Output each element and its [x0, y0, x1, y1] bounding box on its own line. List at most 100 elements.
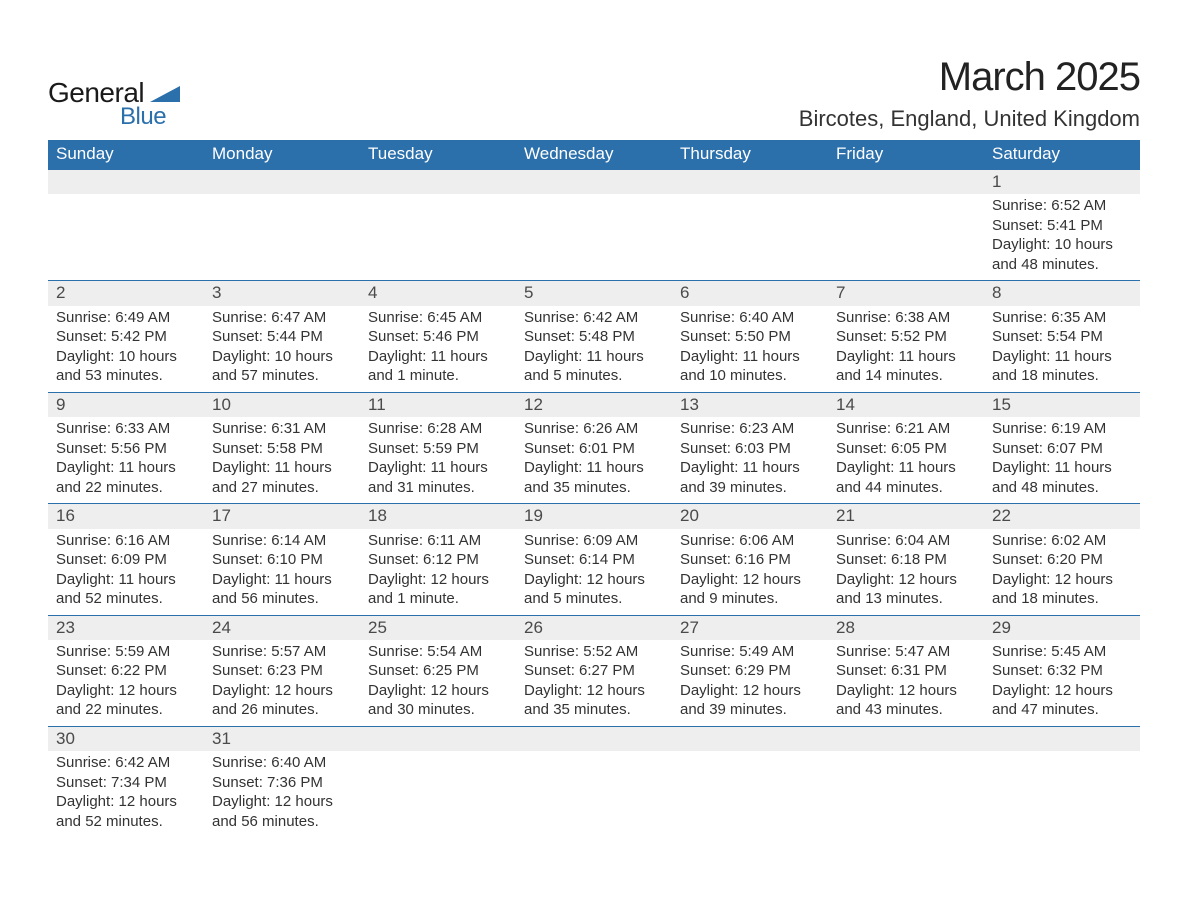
- detail-sunrise: Sunrise: 6:11 AM: [368, 531, 508, 551]
- detail-sunrise: Sunrise: 6:45 AM: [368, 308, 508, 328]
- day-number: [516, 170, 672, 194]
- detail-sunrise: Sunrise: 6:14 AM: [212, 531, 352, 551]
- detail-daylight1: Daylight: 10 hours: [992, 235, 1132, 255]
- day-number-cell: 30: [48, 726, 204, 751]
- day-number: 6: [672, 281, 828, 305]
- day-number: [360, 727, 516, 751]
- day-number: 21: [828, 504, 984, 528]
- detail-daylight1: Daylight: 11 hours: [368, 347, 508, 367]
- detail-daylight2: and 53 minutes.: [56, 366, 196, 386]
- detail-sunrise: Sunrise: 6:31 AM: [212, 419, 352, 439]
- day-number-cell: 3: [204, 281, 360, 306]
- day-details-cell: Sunrise: 6:06 AMSunset: 6:16 PMDaylight:…: [672, 529, 828, 616]
- week-daynum-row: 23242526272829: [48, 615, 1140, 640]
- detail-sunset: Sunset: 6:25 PM: [368, 661, 508, 681]
- detail-daylight2: and 39 minutes.: [680, 700, 820, 720]
- day-number-cell: [48, 170, 204, 195]
- day-details: Sunrise: 6:38 AMSunset: 5:52 PMDaylight:…: [828, 306, 984, 392]
- detail-daylight1: Daylight: 11 hours: [212, 570, 352, 590]
- day-details: Sunrise: 6:14 AMSunset: 6:10 PMDaylight:…: [204, 529, 360, 615]
- detail-sunrise: Sunrise: 6:02 AM: [992, 531, 1132, 551]
- detail-daylight2: and 44 minutes.: [836, 478, 976, 498]
- day-number: [360, 170, 516, 194]
- detail-daylight2: and 48 minutes.: [992, 478, 1132, 498]
- day-details: Sunrise: 6:35 AMSunset: 5:54 PMDaylight:…: [984, 306, 1140, 392]
- detail-daylight1: Daylight: 11 hours: [56, 458, 196, 478]
- day-number-cell: 22: [984, 504, 1140, 529]
- detail-daylight2: and 5 minutes.: [524, 366, 664, 386]
- day-details: [828, 194, 984, 222]
- detail-daylight2: and 1 minute.: [368, 589, 508, 609]
- detail-daylight1: Daylight: 11 hours: [680, 458, 820, 478]
- detail-sunset: Sunset: 6:09 PM: [56, 550, 196, 570]
- day-details-cell: Sunrise: 6:11 AMSunset: 6:12 PMDaylight:…: [360, 529, 516, 616]
- detail-daylight2: and 22 minutes.: [56, 700, 196, 720]
- detail-daylight2: and 48 minutes.: [992, 255, 1132, 275]
- day-details-cell: Sunrise: 6:35 AMSunset: 5:54 PMDaylight:…: [984, 306, 1140, 393]
- day-number-cell: 12: [516, 392, 672, 417]
- day-number-cell: [204, 170, 360, 195]
- detail-daylight2: and 22 minutes.: [56, 478, 196, 498]
- detail-sunset: Sunset: 6:18 PM: [836, 550, 976, 570]
- detail-sunset: Sunset: 6:27 PM: [524, 661, 664, 681]
- detail-sunrise: Sunrise: 6:16 AM: [56, 531, 196, 551]
- detail-daylight1: Daylight: 12 hours: [212, 681, 352, 701]
- day-details: Sunrise: 6:02 AMSunset: 6:20 PMDaylight:…: [984, 529, 1140, 615]
- detail-sunrise: Sunrise: 6:35 AM: [992, 308, 1132, 328]
- week-daynum-row: 2345678: [48, 281, 1140, 306]
- day-details: Sunrise: 6:28 AMSunset: 5:59 PMDaylight:…: [360, 417, 516, 503]
- detail-daylight1: Daylight: 12 hours: [836, 570, 976, 590]
- detail-sunrise: Sunrise: 6:49 AM: [56, 308, 196, 328]
- detail-daylight2: and 14 minutes.: [836, 366, 976, 386]
- detail-daylight1: Daylight: 12 hours: [56, 681, 196, 701]
- day-details: [984, 751, 1140, 779]
- detail-sunrise: Sunrise: 5:49 AM: [680, 642, 820, 662]
- day-details: [48, 194, 204, 222]
- detail-daylight1: Daylight: 11 hours: [56, 570, 196, 590]
- detail-sunset: Sunset: 6:23 PM: [212, 661, 352, 681]
- day-details-cell: Sunrise: 6:28 AMSunset: 5:59 PMDaylight:…: [360, 417, 516, 504]
- day-number-cell: 19: [516, 504, 672, 529]
- detail-sunrise: Sunrise: 5:45 AM: [992, 642, 1132, 662]
- detail-sunrise: Sunrise: 5:47 AM: [836, 642, 976, 662]
- day-details-cell: Sunrise: 6:26 AMSunset: 6:01 PMDaylight:…: [516, 417, 672, 504]
- detail-sunset: Sunset: 6:10 PM: [212, 550, 352, 570]
- day-details: Sunrise: 6:16 AMSunset: 6:09 PMDaylight:…: [48, 529, 204, 615]
- day-details-cell: [48, 194, 204, 281]
- day-details-cell: Sunrise: 6:14 AMSunset: 6:10 PMDaylight:…: [204, 529, 360, 616]
- day-number-cell: 16: [48, 504, 204, 529]
- day-number-cell: 25: [360, 615, 516, 640]
- detail-sunrise: Sunrise: 5:59 AM: [56, 642, 196, 662]
- detail-daylight1: Daylight: 11 hours: [992, 458, 1132, 478]
- detail-sunset: Sunset: 5:42 PM: [56, 327, 196, 347]
- detail-daylight2: and 26 minutes.: [212, 700, 352, 720]
- day-number-cell: 7: [828, 281, 984, 306]
- day-number-cell: [360, 726, 516, 751]
- day-number: 17: [204, 504, 360, 528]
- day-details-cell: [360, 194, 516, 281]
- day-details: [204, 194, 360, 222]
- day-number: [48, 170, 204, 194]
- day-details: Sunrise: 6:42 AMSunset: 5:48 PMDaylight:…: [516, 306, 672, 392]
- day-number: 16: [48, 504, 204, 528]
- location-text: Bircotes, England, United Kingdom: [799, 106, 1140, 132]
- detail-sunrise: Sunrise: 6:38 AM: [836, 308, 976, 328]
- day-details-cell: [828, 194, 984, 281]
- day-details-cell: Sunrise: 6:45 AMSunset: 5:46 PMDaylight:…: [360, 306, 516, 393]
- detail-daylight1: Daylight: 12 hours: [56, 792, 196, 812]
- detail-sunset: Sunset: 5:46 PM: [368, 327, 508, 347]
- day-details-cell: Sunrise: 5:47 AMSunset: 6:31 PMDaylight:…: [828, 640, 984, 727]
- detail-daylight1: Daylight: 12 hours: [680, 570, 820, 590]
- detail-sunrise: Sunrise: 6:40 AM: [212, 753, 352, 773]
- detail-sunrise: Sunrise: 6:21 AM: [836, 419, 976, 439]
- day-details: Sunrise: 5:52 AMSunset: 6:27 PMDaylight:…: [516, 640, 672, 726]
- detail-sunset: Sunset: 6:22 PM: [56, 661, 196, 681]
- day-number-cell: 17: [204, 504, 360, 529]
- detail-daylight1: Daylight: 10 hours: [56, 347, 196, 367]
- day-details-cell: [672, 194, 828, 281]
- day-details-cell: Sunrise: 6:52 AMSunset: 5:41 PMDaylight:…: [984, 194, 1140, 281]
- day-details: Sunrise: 5:49 AMSunset: 6:29 PMDaylight:…: [672, 640, 828, 726]
- detail-daylight1: Daylight: 11 hours: [680, 347, 820, 367]
- day-number: 30: [48, 727, 204, 751]
- detail-daylight2: and 57 minutes.: [212, 366, 352, 386]
